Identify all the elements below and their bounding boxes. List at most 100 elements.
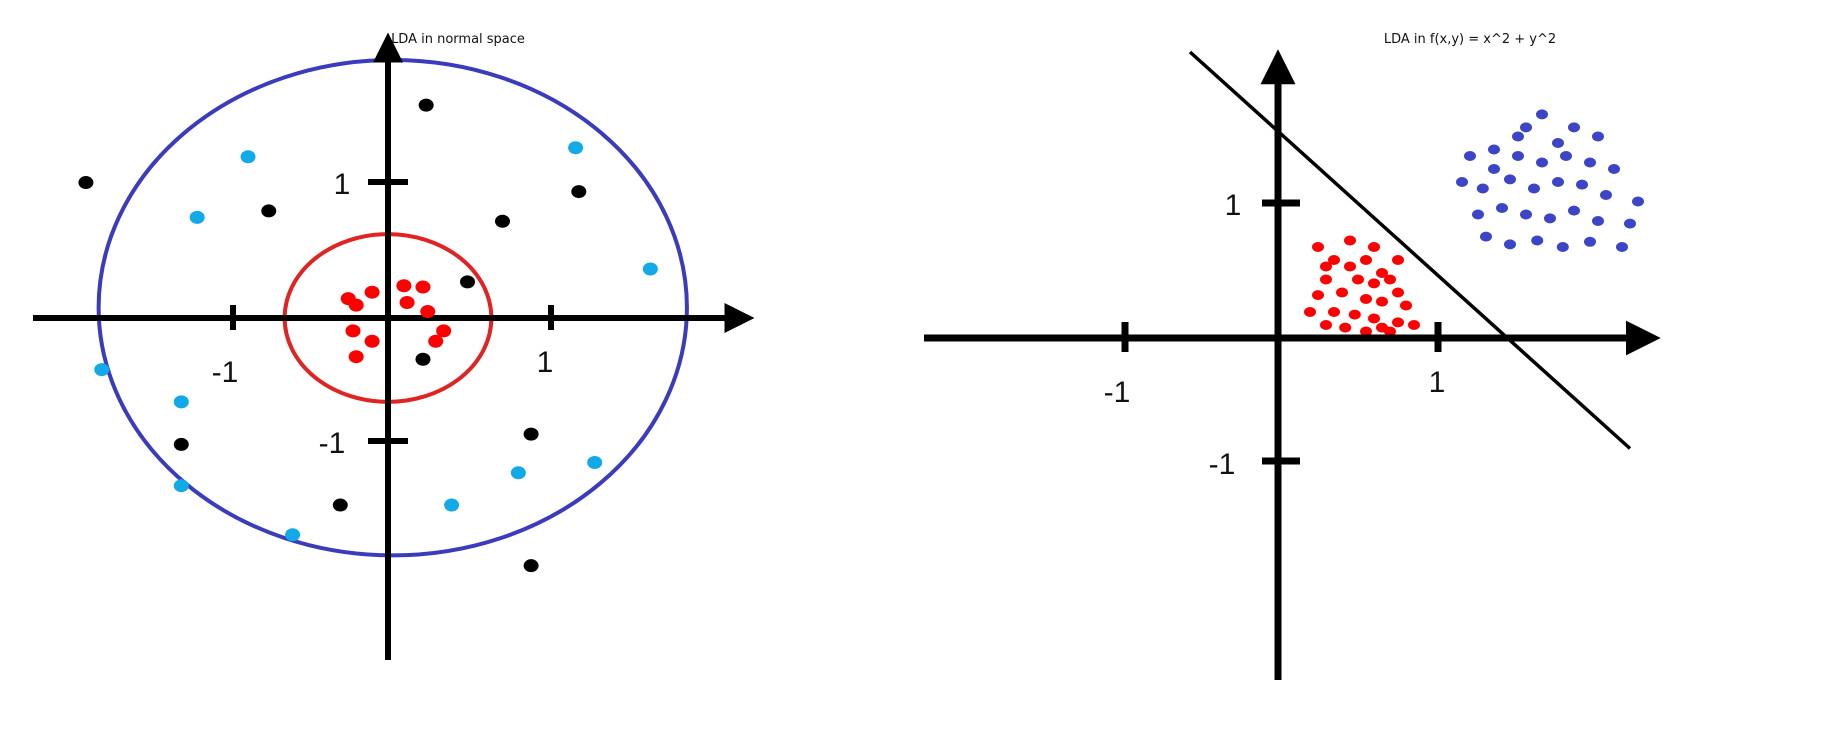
data-point [1392,317,1404,328]
data-point [523,427,539,441]
data-point [510,466,526,480]
x-tick-label-neg-left: -1 [212,356,239,389]
data-point [523,559,539,573]
data-point [1531,235,1544,246]
data-point [173,437,189,451]
data-point [1632,196,1644,207]
data-point [240,150,256,164]
data-point [1520,209,1532,220]
data-point [1512,131,1524,142]
data-point [1320,261,1332,272]
data-point [1384,326,1396,337]
y-tick-label-pos-right: 1 [1225,189,1242,222]
data-point [1556,242,1569,252]
data-point [1584,157,1596,168]
data-point [587,455,603,469]
left-points [78,98,658,573]
data-point [571,185,587,199]
data-point [1592,216,1604,226]
data-point [345,324,361,338]
data-point [642,262,658,276]
data-point [1616,242,1628,252]
data-point [1400,300,1412,311]
data-point [348,298,364,312]
x-tick-label-neg-right: -1 [1104,376,1131,409]
data-point [1360,326,1372,337]
data-point [332,498,348,512]
data-point [568,141,584,155]
data-point [420,305,436,319]
outer-circle [96,58,689,558]
data-point [1368,278,1380,289]
data-point [1576,179,1588,190]
data-point [1504,174,1516,185]
data-point [428,334,444,348]
panel-transformed-space: LDA in f(x,y) = x^2 + y^2 -1 1 1 -1 [924,32,1661,680]
data-point [1568,122,1580,133]
panel-title-normal-space: LDA in normal space [391,32,525,47]
right-shapes [1188,50,1632,450]
data-point [415,280,431,294]
data-point [1392,255,1404,265]
data-point [1312,242,1324,252]
data-point [94,363,110,377]
x-tick-label-pos-left: 1 [537,346,554,379]
series-cyan-points [94,141,658,542]
data-point [396,279,412,293]
panel-normal-space: LDA in normal space -1 1 1 -1 [33,32,755,660]
data-point [1560,151,1572,161]
x-tick-label-pos-right: 1 [1429,366,1446,399]
data-point [1528,183,1540,194]
data-point [1328,255,1340,265]
data-point [1592,131,1604,142]
data-point [1328,307,1340,317]
data-point [1496,203,1508,213]
data-point [1512,151,1524,161]
data-point [1488,144,1500,155]
data-point [1624,218,1636,229]
data-point [189,210,205,224]
data-point [1344,261,1356,272]
data-point [285,528,301,542]
data-point [1600,190,1612,200]
decision-line [1188,50,1632,450]
data-point [348,350,364,364]
data-point [1476,183,1489,194]
data-point [1392,287,1404,298]
data-point [173,479,189,493]
y-tick-label-neg-left: -1 [319,427,346,460]
data-point [415,352,431,366]
data-point [1348,309,1361,320]
data-point [1339,322,1352,333]
panel-title-transformed-space: LDA in f(x,y) = x^2 + y^2 [1384,32,1556,47]
right-points [1304,109,1644,337]
data-point [1376,296,1388,307]
y-tick-label-pos-left: 1 [334,168,351,201]
data-point [1488,164,1500,174]
data-point [494,214,510,228]
data-point [1384,274,1396,285]
data-point [436,324,452,338]
data-point [1536,157,1548,168]
data-point [1320,320,1332,330]
data-point [1408,320,1420,330]
data-point [1360,255,1372,265]
data-point [1352,274,1364,285]
data-point [1304,307,1316,317]
data-point [460,275,475,289]
data-point [1544,213,1556,224]
data-point [1608,164,1620,174]
data-point [1568,205,1580,216]
data-point [1376,268,1388,278]
data-point [173,395,189,409]
data-point [1504,239,1516,250]
data-point [1520,122,1532,133]
data-point [444,498,460,512]
data-point [1360,294,1372,304]
data-point [1552,177,1564,187]
series-blue-points [1456,109,1644,252]
data-point [1344,235,1356,246]
data-point [1336,287,1348,298]
y-tick-label-neg-right: -1 [1209,448,1236,481]
